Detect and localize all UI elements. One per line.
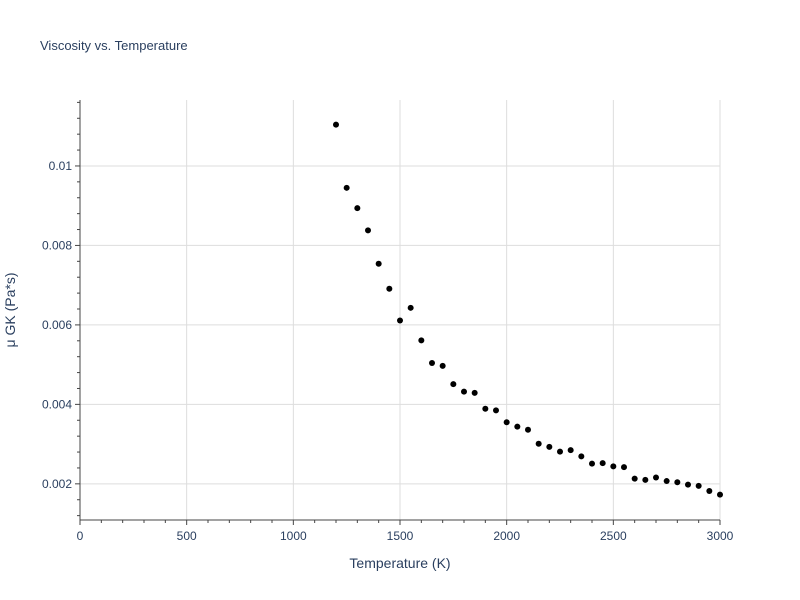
x-tick-label: 3000 [707, 529, 734, 543]
data-points [333, 121, 723, 498]
data-point[interactable] [407, 304, 414, 311]
y-axis-title: μ GK (Pa*s) [2, 273, 18, 348]
y-tick-label: 0.01 [49, 159, 73, 173]
data-point[interactable] [557, 448, 563, 455]
data-point[interactable] [450, 381, 457, 388]
data-point[interactable] [354, 205, 361, 212]
y-tick-label: 0.008 [42, 238, 72, 252]
y-tick-label: 0.006 [42, 318, 72, 332]
data-point[interactable] [386, 285, 393, 292]
data-point[interactable] [535, 440, 542, 447]
data-point[interactable] [578, 453, 585, 460]
data-point[interactable] [343, 184, 350, 191]
data-point[interactable] [695, 482, 702, 489]
data-point[interactable] [546, 443, 553, 450]
x-tick-label: 500 [177, 529, 197, 543]
y-tick-label: 0.002 [42, 477, 72, 491]
data-point[interactable] [482, 405, 489, 412]
data-point[interactable] [599, 460, 606, 467]
data-point[interactable] [663, 478, 670, 485]
data-point[interactable] [631, 475, 638, 482]
data-point[interactable] [429, 360, 435, 367]
y-tick-label: 0.004 [42, 397, 72, 411]
data-point[interactable] [397, 317, 403, 324]
x-tick-label: 0 [77, 529, 84, 543]
data-point[interactable] [503, 419, 510, 426]
data-point[interactable] [685, 481, 691, 488]
chart-title: Viscosity vs. Temperature [40, 38, 188, 53]
axes: 0 500 1000 1500 2000 2500 3000 0.002 0.004 0.006 0… [42, 100, 734, 543]
x-axis-title: Temperature (K) [349, 555, 450, 571]
data-point[interactable] [525, 426, 531, 433]
x-tick-label: 1500 [387, 529, 414, 543]
data-point[interactable] [717, 491, 723, 498]
data-point[interactable] [514, 423, 521, 430]
x-tick-label: 2500 [600, 529, 627, 543]
data-point[interactable] [493, 407, 499, 414]
x-tick-label: 2000 [493, 529, 520, 543]
data-point[interactable] [471, 389, 478, 396]
data-point[interactable] [706, 487, 713, 494]
data-point[interactable] [439, 362, 446, 369]
data-point[interactable] [375, 260, 382, 267]
data-point[interactable] [642, 476, 649, 483]
gridlines [80, 100, 721, 520]
data-point[interactable] [589, 460, 595, 467]
data-point[interactable] [333, 121, 339, 128]
x-tick-label: 1000 [280, 529, 307, 543]
data-point[interactable] [418, 337, 425, 344]
data-point[interactable] [653, 474, 659, 481]
data-point[interactable] [610, 463, 617, 470]
data-point[interactable] [567, 447, 574, 454]
data-point[interactable] [674, 479, 681, 486]
data-point[interactable] [621, 464, 627, 471]
data-point[interactable] [461, 388, 467, 395]
data-point[interactable] [365, 227, 371, 234]
